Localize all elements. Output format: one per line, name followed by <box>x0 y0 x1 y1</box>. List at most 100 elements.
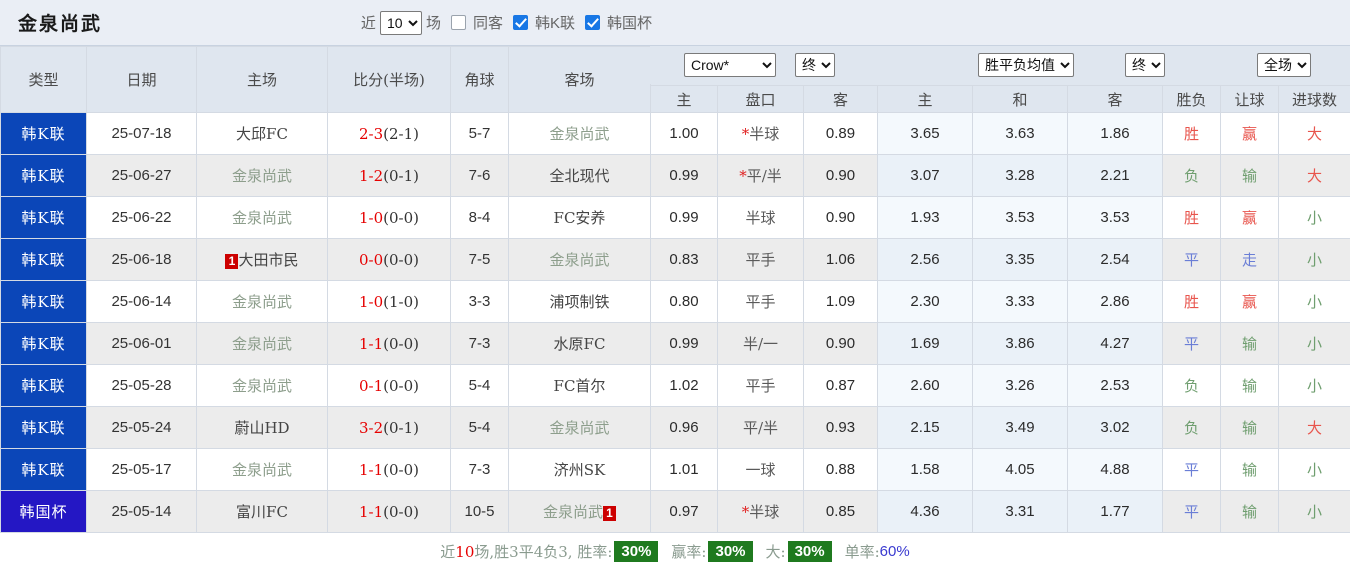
match-count-select[interactable]: 610203050 <box>380 11 422 35</box>
cell-away-team[interactable]: 浦项制铁 <box>509 281 651 323</box>
cell-away-team[interactable]: FC首尔 <box>509 365 651 407</box>
cell-score[interactable]: 0-0(0-0) <box>328 239 451 281</box>
cell-league-type[interactable]: 韩K联 <box>1 197 87 239</box>
cell-league-type[interactable]: 韩K联 <box>1 113 87 155</box>
score-fulltime: 1-1 <box>359 503 383 521</box>
col-header-result-goals[interactable]: 进球数 <box>1279 86 1350 113</box>
recent-label: 近 <box>357 12 380 33</box>
cell-corners: 5-4 <box>451 365 509 407</box>
cell-asian-handicap: 平手 <box>718 239 804 281</box>
cell-home-team[interactable]: 大邱FC <box>197 113 328 155</box>
filter-kcup-checkbox[interactable] <box>585 15 600 30</box>
col-header-eu-home[interactable]: 主 <box>878 86 973 113</box>
score-halftime: (0-0) <box>383 461 419 479</box>
cell-score[interactable]: 1-1(0-0) <box>328 449 451 491</box>
cell-score[interactable]: 1-1(0-0) <box>328 491 451 533</box>
cell-score[interactable]: 1-2(0-1) <box>328 155 451 197</box>
score-halftime: (0-0) <box>383 377 419 395</box>
scope-select[interactable]: 全场半场 <box>1257 53 1311 77</box>
cell-league-type[interactable]: 韩国杯 <box>1 491 87 533</box>
odds-stage-select[interactable]: 初终 <box>1125 53 1165 77</box>
odds-filter-strip: Crow*Bet365MacauLadbrokes 初终 胜平负均值欧赔亚盘 初… <box>650 46 1350 84</box>
col-header-eu-away[interactable]: 客 <box>1068 86 1163 113</box>
big-rate-label: 大: <box>766 541 786 562</box>
cell-home-team[interactable]: 金泉尚武 <box>197 197 328 239</box>
cell-league-type[interactable]: 韩K联 <box>1 449 87 491</box>
team-name: 金泉尚武 <box>232 335 292 353</box>
cell-score[interactable]: 1-1(0-0) <box>328 323 451 365</box>
cell-home-team[interactable]: 富川FC <box>197 491 328 533</box>
cell-away-team[interactable]: 水原FC <box>509 323 651 365</box>
cell-away-team[interactable]: FC安养 <box>509 197 651 239</box>
col-header-asian-handicap[interactable]: 盘口 <box>718 86 804 113</box>
cell-home-team[interactable]: 金泉尚武 <box>197 281 328 323</box>
cell-league-type[interactable]: 韩K联 <box>1 239 87 281</box>
col-header-result-wdl[interactable]: 胜负 <box>1163 86 1221 113</box>
hcp-rate-badge: 30% <box>708 541 752 562</box>
bookmaker-select[interactable]: Crow*Bet365MacauLadbrokes <box>684 53 776 77</box>
cell-asian-home-odds: 0.99 <box>651 323 718 365</box>
cell-eu-away-odds: 2.54 <box>1068 239 1163 281</box>
col-header-corner[interactable]: 角球 <box>451 47 509 113</box>
cell-eu-home-odds: 1.69 <box>878 323 973 365</box>
col-header-asian-away[interactable]: 客 <box>804 86 878 113</box>
cell-away-team[interactable]: 济州SK <box>509 449 651 491</box>
footer-prefix: 近 <box>440 541 455 562</box>
cell-league-type[interactable]: 韩K联 <box>1 281 87 323</box>
bookmaker-stage-select[interactable]: 初终 <box>795 53 835 77</box>
cell-eu-draw-odds: 3.26 <box>973 365 1068 407</box>
cell-date: 25-06-18 <box>87 239 197 281</box>
cell-away-team[interactable]: 金泉尚武 <box>509 113 651 155</box>
cell-home-team[interactable]: 金泉尚武 <box>197 449 328 491</box>
cell-score[interactable]: 2-3(2-1) <box>328 113 451 155</box>
filter-kleague-checkbox[interactable] <box>513 15 528 30</box>
col-header-home[interactable]: 主场 <box>197 47 328 113</box>
col-header-score[interactable]: 比分(半场) <box>328 47 451 113</box>
col-header-asian-home[interactable]: 主 <box>651 86 718 113</box>
col-header-result-handicap[interactable]: 让球 <box>1221 86 1279 113</box>
col-header-eu-draw[interactable]: 和 <box>973 86 1068 113</box>
same-away-checkbox[interactable] <box>451 15 466 30</box>
cell-league-type[interactable]: 韩K联 <box>1 155 87 197</box>
cell-home-team[interactable]: 金泉尚武 <box>197 323 328 365</box>
cell-result-wdl: 平 <box>1163 323 1221 365</box>
cell-asian-away-odds: 0.93 <box>804 407 878 449</box>
col-header-type[interactable]: 类型 <box>1 47 87 113</box>
cell-league-type[interactable]: 韩K联 <box>1 407 87 449</box>
cell-away-team[interactable]: 金泉尚武 <box>509 239 651 281</box>
cell-result-handicap: 走 <box>1221 239 1279 281</box>
cell-asian-home-odds: 0.99 <box>651 197 718 239</box>
cell-league-type[interactable]: 韩K联 <box>1 323 87 365</box>
cell-away-team[interactable]: 全北现代 <box>509 155 651 197</box>
cell-eu-draw-odds: 3.35 <box>973 239 1068 281</box>
col-header-date[interactable]: 日期 <box>87 47 197 113</box>
cell-eu-draw-odds: 3.28 <box>973 155 1068 197</box>
cell-score[interactable]: 3-2(0-1) <box>328 407 451 449</box>
odds-type-select[interactable]: 胜平负均值欧赔亚盘 <box>978 53 1074 77</box>
score-fulltime: 0-0 <box>359 251 383 269</box>
cell-home-team[interactable]: 蔚山HD <box>197 407 328 449</box>
col-header-away[interactable]: 客场 <box>509 47 651 113</box>
cell-away-team[interactable]: 金泉尚武 <box>509 407 651 449</box>
match-history-panel: 金泉尚武 近 610203050 场 同客 韩K联 韩国杯 Crow*Bet36… <box>0 0 1350 545</box>
cell-score[interactable]: 0-1(0-0) <box>328 365 451 407</box>
cell-score[interactable]: 1-0(1-0) <box>328 281 451 323</box>
cell-result-goals: 小 <box>1279 491 1350 533</box>
cell-home-team[interactable]: 金泉尚武 <box>197 365 328 407</box>
cell-league-type[interactable]: 韩K联 <box>1 365 87 407</box>
cell-result-goals: 大 <box>1279 113 1350 155</box>
cell-home-team[interactable]: 金泉尚武 <box>197 155 328 197</box>
cell-score[interactable]: 1-0(0-0) <box>328 197 451 239</box>
